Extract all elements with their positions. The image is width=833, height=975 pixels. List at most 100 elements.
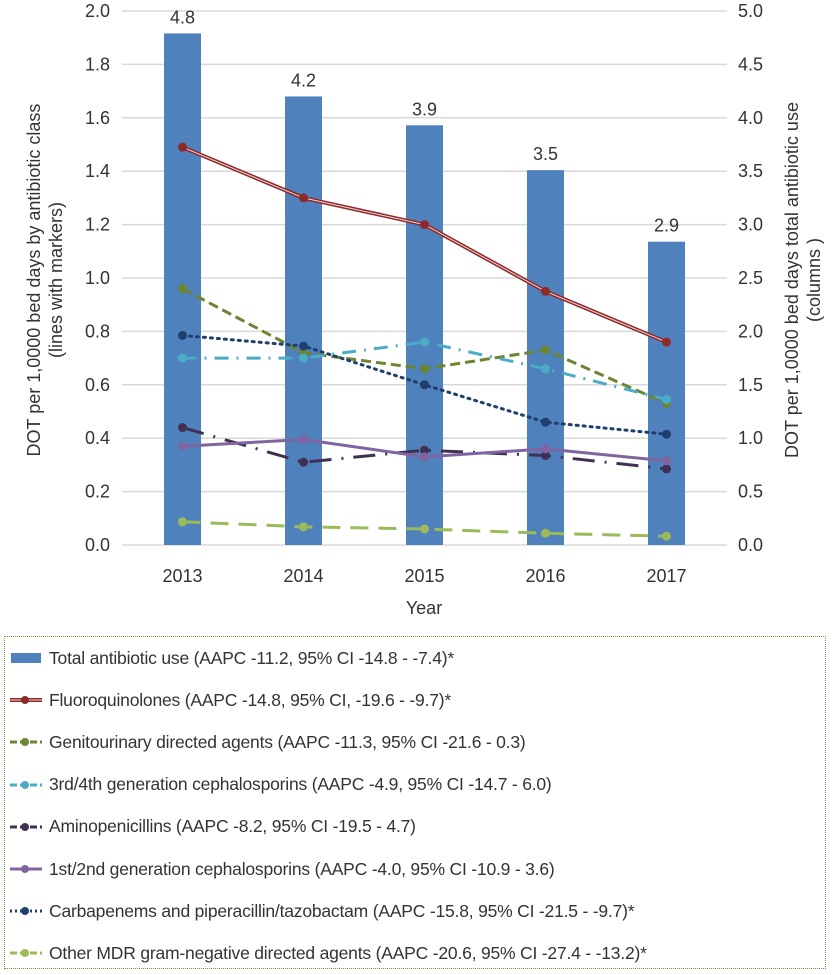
- legend-line-swatch-icon: [10, 865, 42, 873]
- data-point: [299, 435, 308, 445]
- series-line-4: [178, 435, 671, 466]
- data-point: [178, 284, 187, 294]
- legend-label: Aminopenicillins (AAPC -8.2, 95% CI -19.…: [49, 816, 416, 837]
- legend-item: 3rd/4th generation cephalosporins (AAPC …: [9, 770, 552, 800]
- series-line-6: [178, 517, 671, 541]
- legend-line-swatch-icon: [10, 696, 42, 705]
- data-point: [662, 337, 671, 347]
- bar-data-label: 3.5: [533, 144, 558, 164]
- y-axis-left-title-line1: DOT per 1,0000 bed days by antibiotic cl…: [24, 104, 44, 457]
- data-point: [541, 364, 550, 374]
- data-point: [420, 524, 429, 534]
- data-point: [299, 522, 308, 532]
- data-point: [541, 444, 550, 454]
- series-line-0: [178, 142, 671, 347]
- y-left-tick-label: 1.8: [85, 54, 110, 74]
- data-point: [662, 464, 671, 474]
- data-point: [178, 517, 187, 527]
- bar-2016: [527, 170, 564, 545]
- data-point: [299, 353, 308, 363]
- legend-line-swatch-icon: [10, 780, 42, 789]
- y-right-tick-label: 4.5: [738, 54, 763, 74]
- data-point: [420, 452, 429, 462]
- series-line-1: [178, 284, 671, 408]
- x-tick-label: 2017: [646, 566, 686, 586]
- y-right-tick-label: 2.0: [738, 321, 763, 341]
- y-right-tick-label: 2.5: [738, 268, 763, 288]
- legend-item: Total antibiotic use (AAPC -11.2, 95% CI…: [9, 643, 454, 673]
- y-left-tick-label: 0.2: [85, 482, 110, 502]
- y-right-tick-label: 4.0: [738, 108, 763, 128]
- legend-label: Fluoroquinolones (AAPC -14.8, 95% CI, -1…: [49, 689, 452, 710]
- chart: 4.8 4.2 3.9 3.5 2.9 0.0 0.2 0.4 0.6 0.8 1.0 1.2 1.4…: [24, 1, 824, 618]
- y-right-tick-label: 0.0: [738, 535, 763, 555]
- data-point: [541, 417, 550, 427]
- data-point: [178, 330, 187, 340]
- y-left-tick-label: 1.6: [85, 108, 110, 128]
- legend-label: 1st/2nd generation cephalosporins (AAPC …: [49, 858, 555, 879]
- data-point: [662, 531, 671, 541]
- data-point: [541, 286, 550, 296]
- data-point: [420, 445, 429, 455]
- bar-data-label: 3.9: [412, 99, 437, 119]
- y-right-tick-label: 1.5: [738, 375, 763, 395]
- y-axis-right-title-line2: (columns ): [804, 238, 824, 322]
- data-point: [420, 337, 429, 347]
- legend-label: 3rd/4th generation cephalosporins (AAPC …: [49, 774, 552, 795]
- bar-2014: [285, 96, 322, 545]
- series-line-3: [178, 423, 671, 474]
- series-line-2: [178, 337, 671, 404]
- legend-label: Genitourinary directed agents (AAPC -11.…: [49, 731, 526, 752]
- bar-data-label: 4.8: [170, 7, 195, 27]
- bar-data-label: 4.2: [291, 70, 316, 90]
- data-point: [420, 380, 429, 390]
- data-point: [420, 364, 429, 374]
- bar-2015: [406, 125, 443, 545]
- legend: Total antibiotic use (AAPC -11.2, 95% CI…: [4, 636, 826, 969]
- data-point: [178, 353, 187, 363]
- bar-data-label: 2.9: [654, 216, 679, 236]
- y-left-tick-label: 0.8: [85, 321, 110, 341]
- data-point: [541, 528, 550, 538]
- y-left-tick-label: 1.0: [85, 268, 110, 288]
- legend-label: Total antibiotic use (AAPC -11.2, 95% CI…: [49, 647, 454, 668]
- y-right-tick-label: 0.5: [738, 482, 763, 502]
- x-tick-label: 2015: [404, 566, 444, 586]
- x-tick-label: 2016: [525, 566, 565, 586]
- legend-item: 1st/2nd generation cephalosporins (AAPC …: [9, 854, 555, 884]
- bar-2017: [648, 241, 685, 546]
- legend-item: Aminopenicillins (AAPC -8.2, 95% CI -19.…: [9, 812, 416, 842]
- x-tick-label: 2013: [162, 566, 202, 586]
- series-line-5: [178, 330, 671, 439]
- legend-item: Fluoroquinolones (AAPC -14.8, 95% CI, -1…: [9, 685, 451, 715]
- y-right-tick-label: 1.0: [738, 428, 763, 448]
- data-point: [299, 341, 308, 351]
- legend-bar-swatch-icon: [11, 653, 41, 663]
- data-point: [662, 394, 671, 404]
- y-right-tick-label: 5.0: [738, 1, 763, 21]
- y-axis-left-title-line2: (lines with markers): [46, 202, 66, 358]
- data-point: [420, 220, 429, 230]
- data-point: [541, 345, 550, 355]
- legend-line-swatch-icon: [10, 949, 42, 958]
- legend-line-swatch-icon: [10, 907, 42, 916]
- data-point: [662, 429, 671, 439]
- data-point: [178, 142, 187, 152]
- x-tick-label: 2014: [283, 566, 323, 586]
- legend-label: Carbapenems and piperacillin/tazobactam …: [49, 900, 635, 921]
- x-axis-title: Year: [406, 598, 442, 618]
- y-left-tick-label: 0.6: [85, 375, 110, 395]
- data-point: [299, 457, 308, 467]
- y-axis-right-title-line1: DOT per 1,0000 bed days total antibiotic…: [782, 102, 802, 458]
- y-right-tick-label: 3.0: [738, 215, 763, 235]
- legend-item: Carbapenems and piperacillin/tazobactam …: [9, 896, 635, 926]
- data-point: [662, 456, 671, 466]
- y-left-tick-label: 0.0: [85, 535, 110, 555]
- y-left-tick-label: 1.2: [85, 215, 110, 235]
- legend-line-swatch-icon: [10, 822, 42, 831]
- legend-line-swatch-icon: [10, 738, 42, 747]
- y-left-tick-label: 2.0: [85, 1, 110, 21]
- legend-item: Other MDR gram-negative directed agents …: [9, 938, 647, 968]
- data-point: [178, 441, 187, 451]
- y-left-tick-label: 1.4: [85, 161, 110, 181]
